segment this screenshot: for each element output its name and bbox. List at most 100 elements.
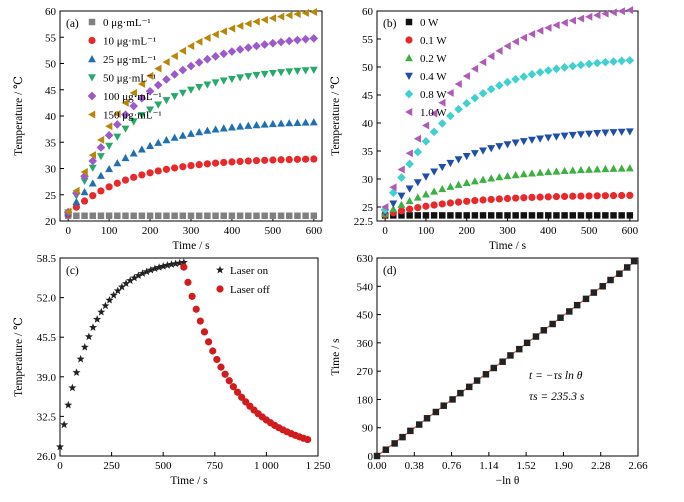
data-point [593, 192, 601, 200]
y-tick-label: 60 [362, 6, 374, 18]
data-point [192, 305, 200, 313]
series-0 [64, 212, 318, 219]
data-point [96, 153, 105, 161]
data-point [585, 12, 593, 21]
data-point [495, 143, 504, 151]
data-point [479, 58, 487, 67]
data-point [607, 276, 614, 284]
series-1 [381, 191, 634, 219]
y-tick-label: 270 [357, 366, 374, 378]
x-axis-label: −ln θ [496, 475, 520, 487]
data-point [121, 176, 130, 184]
data-point [80, 197, 89, 205]
y-tick-label: 32.5 [37, 411, 57, 423]
data-point [269, 212, 277, 219]
data-point [154, 138, 163, 146]
data-point [397, 173, 406, 182]
data-point [454, 104, 463, 114]
x-tick-label: 0.38 [405, 460, 425, 472]
data-point [536, 193, 544, 201]
data-point [430, 212, 438, 219]
data-point [155, 212, 162, 219]
data-point [252, 157, 261, 165]
data-point [285, 68, 294, 76]
data-point [236, 74, 245, 82]
data-point [447, 212, 454, 219]
y-tick-label: 25 [362, 202, 374, 214]
data-point [236, 212, 244, 219]
data-point [220, 158, 228, 167]
data-point [73, 212, 80, 219]
data-point [536, 26, 544, 35]
data-point [465, 383, 473, 391]
data-point [503, 42, 511, 50]
data-point [414, 212, 422, 219]
data-point [609, 57, 618, 66]
data-point [536, 168, 545, 176]
data-point [625, 164, 634, 172]
series-0 [381, 212, 634, 219]
data-point [293, 118, 302, 126]
data-point [134, 271, 143, 279]
data-point [130, 273, 139, 282]
data-point [114, 212, 121, 219]
data-point [470, 93, 480, 103]
data-point [269, 156, 277, 164]
x-tick-label: 500 [581, 225, 598, 237]
data-point [309, 8, 318, 16]
data-point [113, 179, 121, 187]
data-point [195, 83, 204, 92]
data-point [163, 261, 172, 269]
data-point [630, 257, 638, 265]
legend-label: 0.8 W [420, 89, 447, 101]
data-point [80, 343, 89, 351]
data-point [81, 212, 88, 219]
data-point [568, 16, 576, 25]
data-point [432, 408, 440, 416]
legend-label: 0 W [420, 17, 439, 29]
data-point [138, 171, 146, 179]
annotation-equation: t = −τs ln θ [529, 370, 583, 382]
y-tick-label: 58.5 [37, 253, 57, 265]
data-point [560, 18, 568, 27]
data-point [76, 354, 85, 363]
data-point [261, 212, 268, 219]
data-point [200, 328, 209, 336]
data-point [68, 383, 77, 392]
data-point [179, 258, 188, 266]
data-point [175, 258, 184, 267]
x-tick-label: 200 [142, 225, 159, 237]
data-point [446, 182, 455, 190]
y-tick-label: 630 [357, 253, 374, 265]
data-point [495, 46, 503, 55]
data-point [454, 156, 463, 164]
data-point [609, 8, 617, 17]
data-point [617, 128, 626, 136]
data-point [454, 80, 462, 89]
y-tick-label: 39.0 [37, 372, 57, 384]
data-point [609, 191, 618, 200]
data-point [512, 194, 520, 202]
data-point [293, 155, 302, 163]
data-point [105, 164, 114, 173]
data-point [523, 339, 531, 347]
y-tick-label: 25 [45, 190, 57, 202]
x-tick-label: 300 [183, 225, 200, 237]
data-point [413, 193, 422, 201]
legend-label: 25 μg·mL⁻¹ [103, 54, 156, 66]
legend-label: 0.4 W [420, 71, 447, 83]
data-point [188, 292, 196, 300]
data-point [479, 212, 487, 219]
panel-c: 0 250 500 750 1 000 1 250 26.0 32.5 39.0 45.5 52.0… [13, 253, 331, 487]
panel-a: 0 100 200 300 400 500 600 20 25 30 35 40 45 50 55 60 Tim… [13, 6, 323, 252]
data-point [80, 168, 88, 176]
data-point [72, 203, 80, 211]
data-point [415, 421, 423, 428]
data-point [454, 180, 463, 188]
data-point [204, 212, 211, 219]
data-point [178, 89, 187, 97]
data-point [585, 130, 594, 138]
data-point [293, 67, 302, 76]
data-point [406, 212, 413, 219]
